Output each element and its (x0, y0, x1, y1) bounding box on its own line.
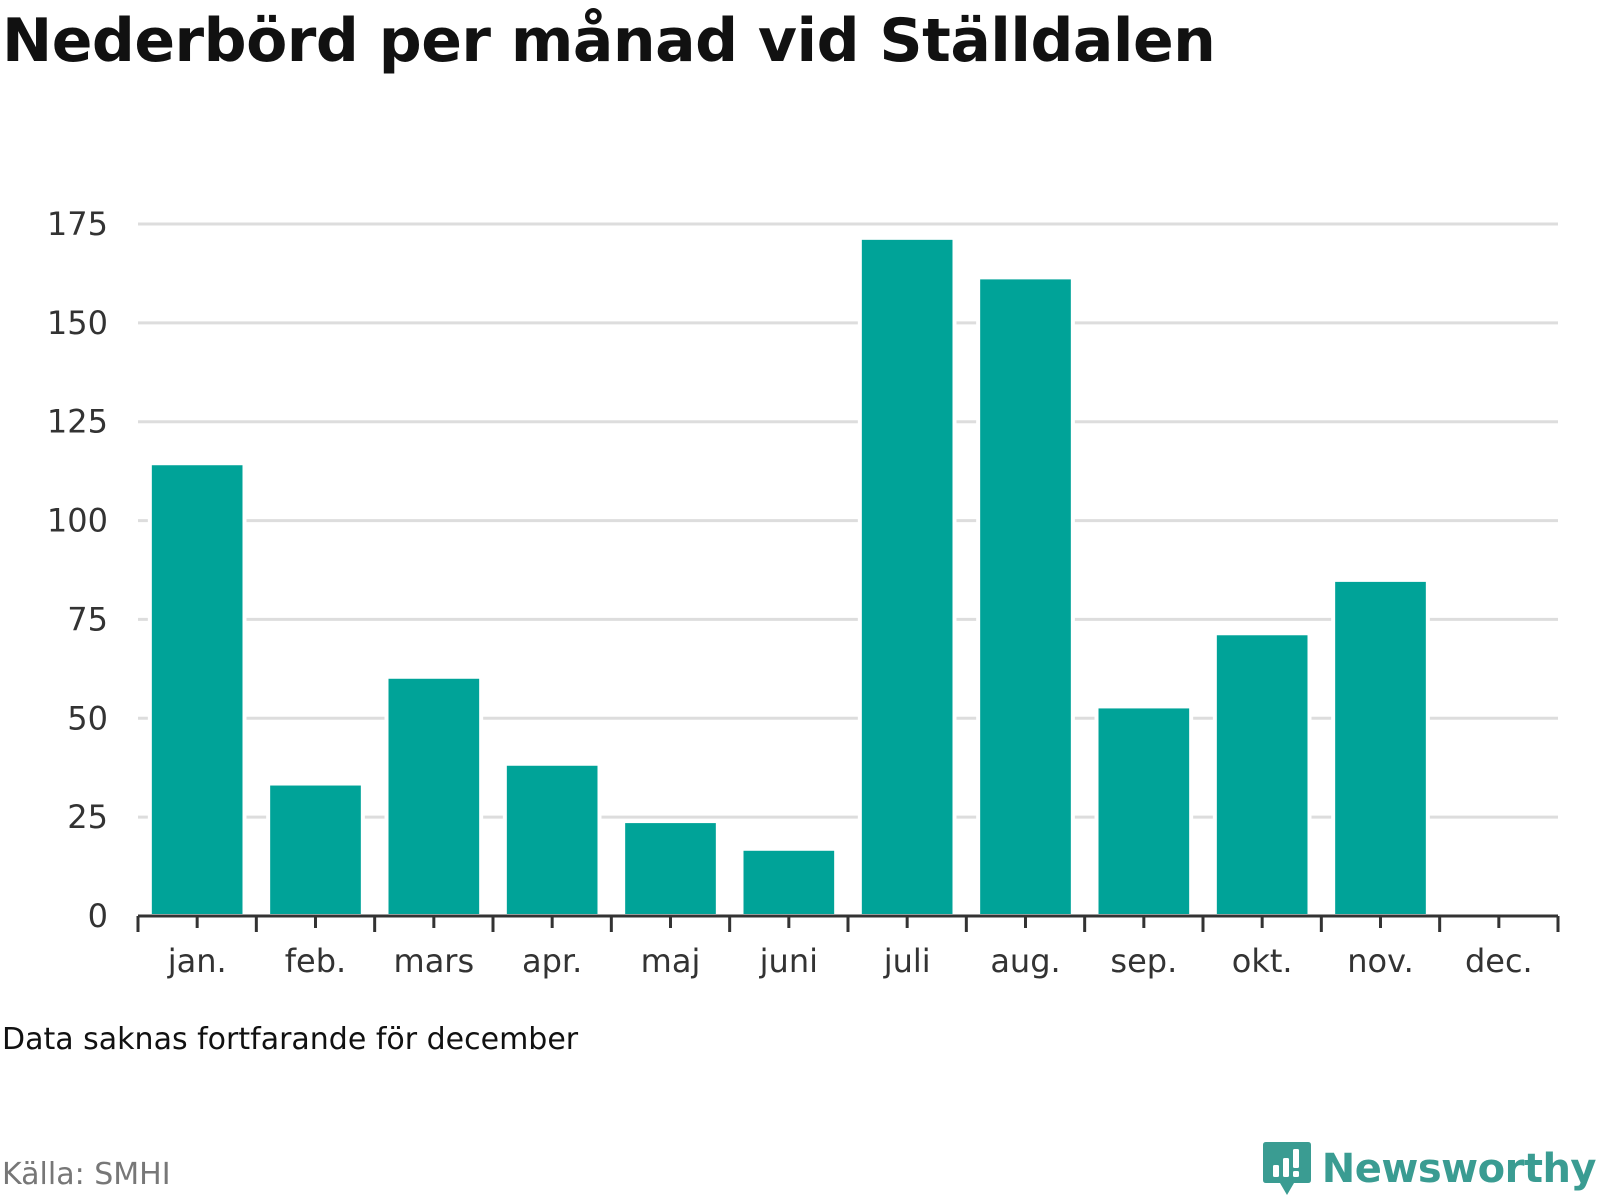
bar-2 (266, 781, 365, 918)
y-tick-label: 100 (47, 502, 108, 540)
x-tick-label: jan. (167, 942, 227, 980)
bar-8 (976, 275, 1075, 918)
y-tick-label: 125 (47, 403, 108, 441)
brand-name: Newsworthy (1321, 1146, 1597, 1192)
bar-3 (384, 674, 484, 918)
x-tick-label: nov. (1347, 942, 1413, 980)
source-label: Källa: SMHI (2, 1157, 171, 1192)
y-tick-label: 150 (47, 304, 108, 342)
x-tick-label: maj (641, 942, 701, 980)
x-tick-label: sep. (1110, 942, 1177, 980)
y-tick-labels: 0 25 50 75 100 125 150 175 (47, 205, 108, 935)
x-tick-label: mars (394, 942, 475, 980)
x-tick-labels: jan. feb. mars apr. maj juni juli aug. sep. okt. n… (167, 942, 1533, 980)
y-tick-label: 75 (67, 600, 108, 638)
y-tick-label: 25 (67, 798, 108, 836)
bar-10 (1212, 631, 1312, 918)
bar-6 (739, 846, 839, 919)
x-tick-label: apr. (522, 942, 582, 980)
x-tick-label: okt. (1232, 942, 1293, 980)
footnote: Data saknas fortfarande för december (2, 1022, 579, 1057)
x-tick-label: feb. (285, 942, 346, 980)
y-tick-label: 50 (67, 699, 108, 737)
bar-1 (147, 461, 247, 918)
bar-5 (621, 819, 720, 919)
chart-title: Nederbörd per månad vid Ställdalen (2, 6, 1216, 76)
brand-logo: Newsworthy (1262, 1140, 1597, 1198)
y-tick-label: 0 (88, 897, 108, 935)
bar-7 (857, 235, 957, 918)
bars (147, 235, 1430, 919)
bar-9 (1094, 704, 1194, 918)
y-tick-label: 175 (47, 205, 108, 243)
x-tick-label: aug. (990, 942, 1060, 980)
newsworthy-logo-icon (1262, 1142, 1311, 1195)
x-tick-label: dec. (1465, 942, 1533, 980)
x-axis (136, 914, 1560, 932)
bar-11 (1331, 577, 1430, 919)
gridlines (138, 222, 1558, 819)
x-tick-label: juni (759, 942, 818, 980)
bar-4 (502, 761, 602, 919)
x-tick-label: juli (883, 942, 931, 980)
